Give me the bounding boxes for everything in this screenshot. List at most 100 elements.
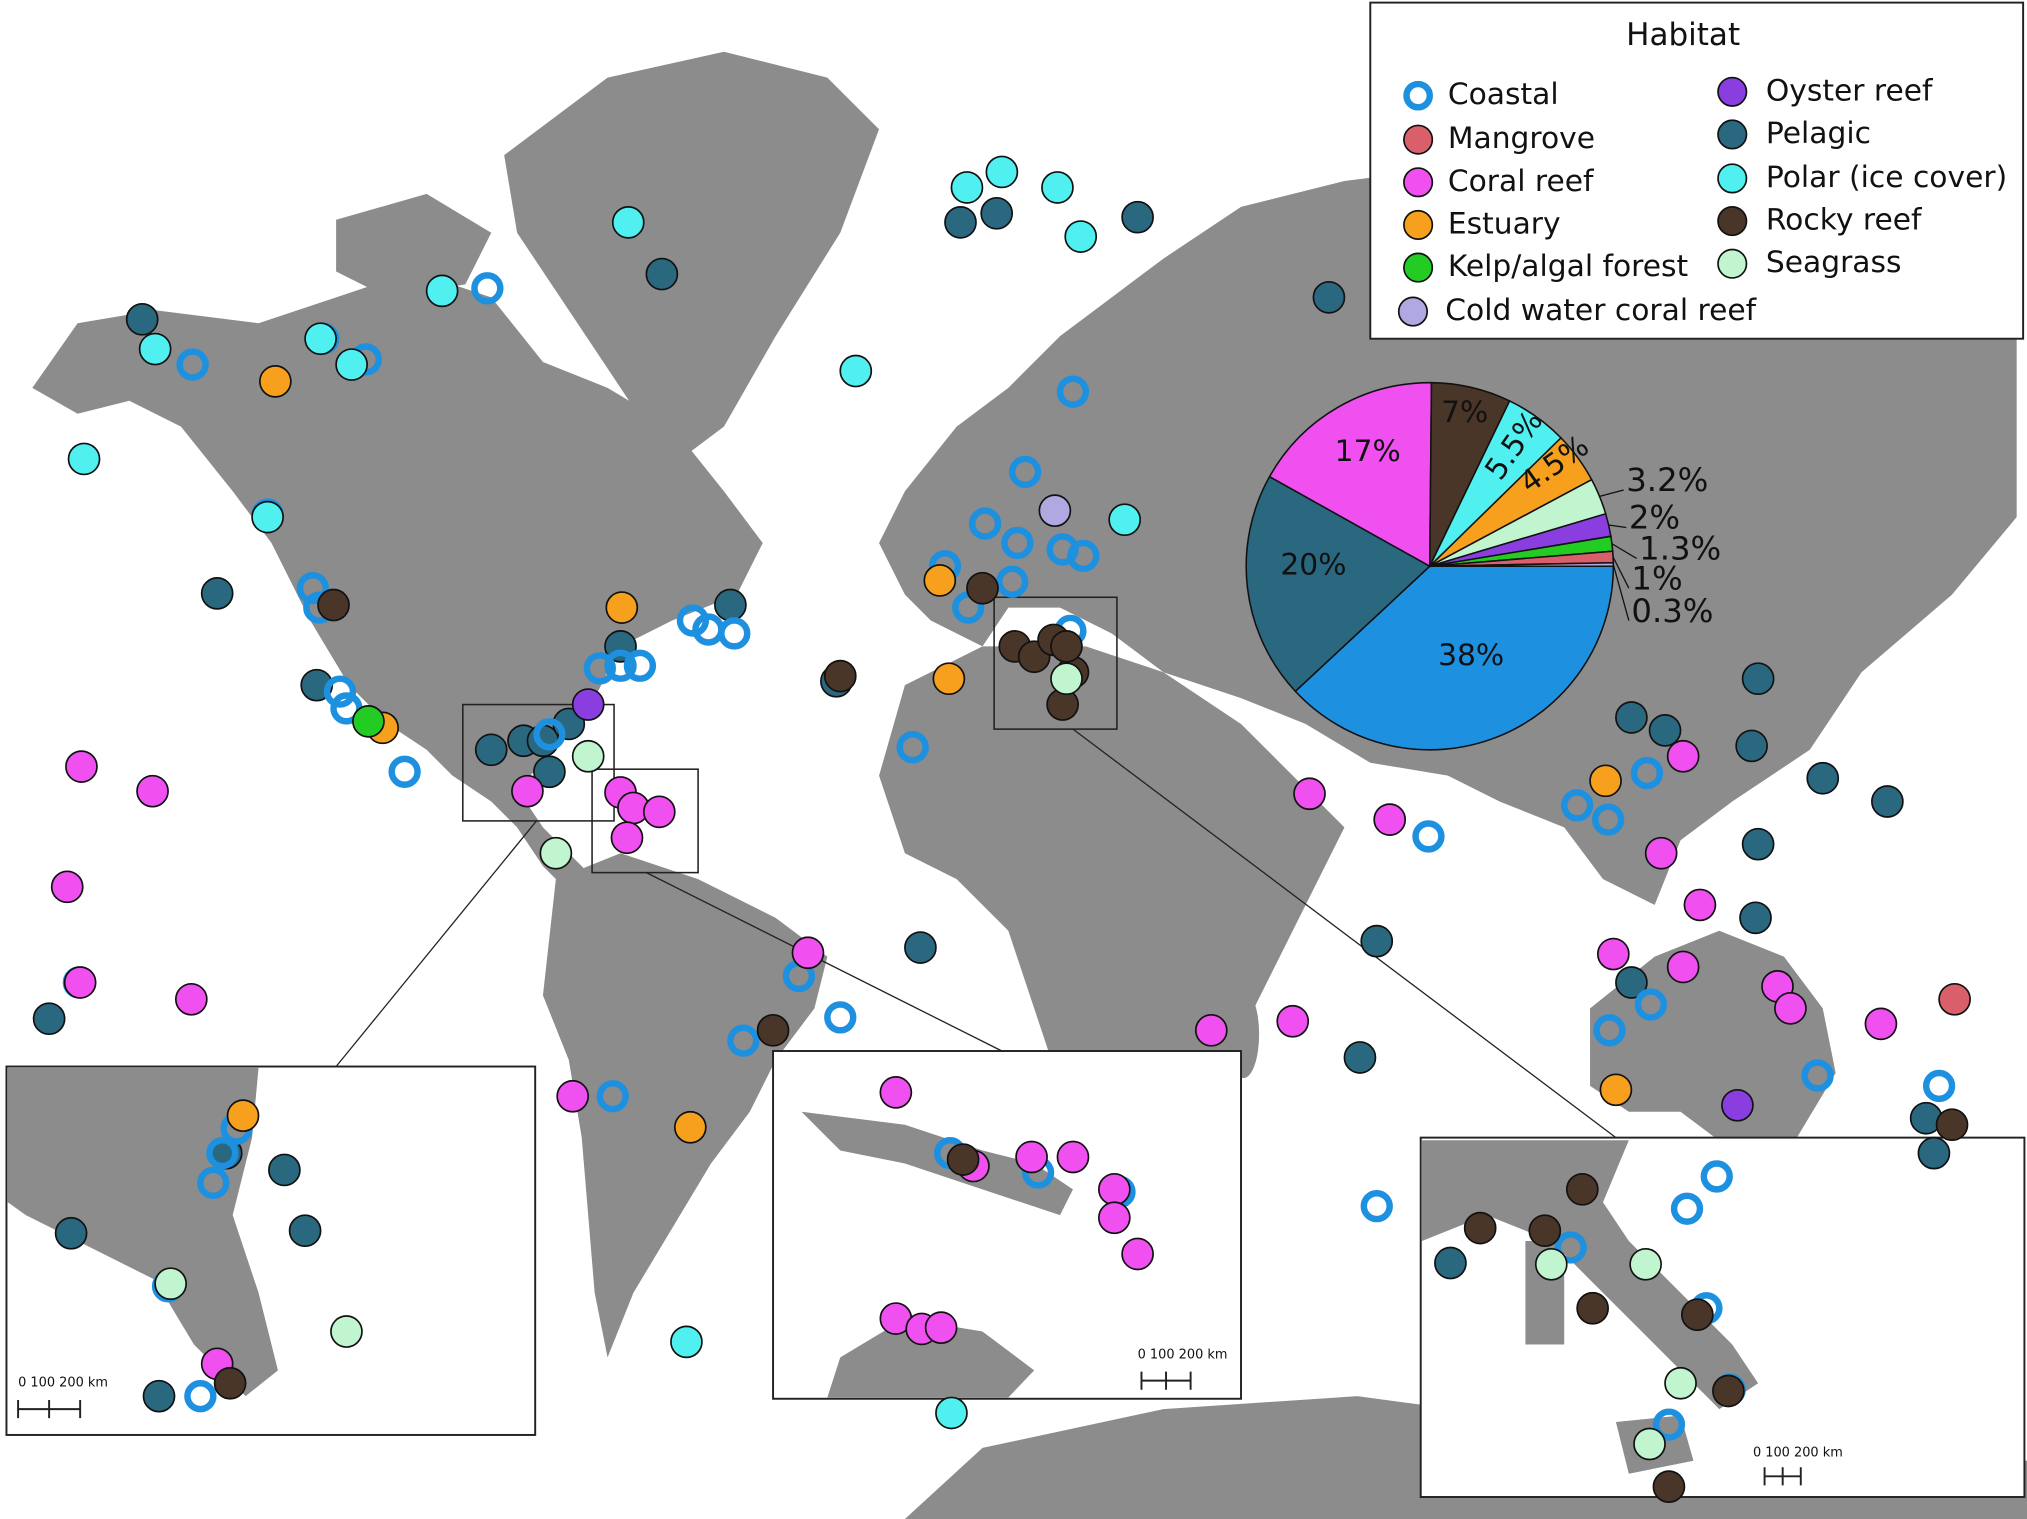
legend-label: Coral reef	[1448, 164, 1595, 199]
marker	[335, 348, 368, 381]
marker	[288, 1214, 322, 1248]
marker	[670, 1325, 703, 1359]
marker	[142, 1379, 176, 1413]
marker-coastal	[623, 649, 657, 682]
marker	[125, 302, 159, 336]
pie-slice	[1245, 475, 1432, 693]
marker-coastal	[176, 348, 209, 381]
marker	[1935, 1108, 1969, 1142]
marker	[1721, 1088, 1754, 1122]
marker	[1741, 662, 1775, 696]
marker	[1056, 1140, 1090, 1174]
marker	[946, 1143, 980, 1176]
marker	[571, 688, 605, 721]
arctic-islands	[336, 193, 492, 298]
zoom-region	[993, 596, 1118, 730]
marker	[1373, 803, 1407, 836]
pie-label: 1%	[1631, 559, 1682, 597]
legend-label: Oyster reef	[1766, 73, 1934, 108]
connector	[1072, 728, 1617, 1139]
marker-coastal	[1652, 1408, 1686, 1441]
marker	[200, 577, 234, 610]
marker	[1194, 1013, 1228, 1047]
marker-coastal	[1560, 789, 1594, 822]
marker	[932, 662, 966, 696]
legend-label: Seagrass	[1766, 245, 1902, 280]
marker	[1050, 630, 1083, 663]
marker	[138, 332, 172, 366]
marker	[533, 755, 566, 789]
marker	[1712, 1374, 1745, 1408]
pie-label: 7%	[1441, 395, 1488, 430]
marker-coastal	[1001, 526, 1034, 560]
marker	[1041, 171, 1074, 204]
marker	[1717, 163, 1748, 194]
marker	[756, 1013, 790, 1047]
marker-coastal	[1360, 1189, 1393, 1223]
marker	[54, 1216, 88, 1250]
inset-land	[801, 1111, 1073, 1398]
marker-coastal	[1700, 1160, 1733, 1193]
marker	[1343, 1041, 1377, 1074]
marker	[1599, 1073, 1633, 1107]
marker	[1741, 827, 1775, 861]
marker	[136, 774, 169, 808]
greenland	[504, 51, 880, 466]
marker	[1589, 764, 1622, 798]
marker	[1717, 119, 1748, 150]
marker	[1615, 966, 1648, 999]
marker	[174, 982, 208, 1016]
marker	[1917, 1136, 1951, 1170]
marker-coastal	[604, 649, 637, 682]
marker-coastal	[718, 617, 751, 650]
marker-coastal	[184, 1380, 217, 1413]
marker	[1666, 739, 1700, 773]
marker	[154, 1267, 187, 1301]
marker	[1015, 1140, 1048, 1174]
marker-coastal	[1412, 820, 1445, 853]
marker	[923, 564, 957, 597]
marker	[1403, 167, 1434, 198]
scale-bar	[17, 1400, 82, 1419]
marker-coastal	[1056, 375, 1090, 408]
marker	[1717, 206, 1748, 237]
marker	[1596, 937, 1630, 971]
marker	[879, 1076, 913, 1109]
pie-label: 3.2%	[1626, 461, 1708, 499]
legend-label: Estuary	[1448, 206, 1561, 241]
marker-coastal	[388, 755, 421, 788]
marker	[966, 571, 999, 605]
marker-coastal	[197, 1166, 230, 1200]
pie-label: 2%	[1629, 499, 1680, 537]
marker	[1097, 1201, 1131, 1235]
marker	[1664, 1366, 1697, 1400]
marker-coastal	[471, 272, 504, 305]
marker	[65, 750, 98, 783]
marker	[556, 1079, 590, 1113]
marker	[1534, 1247, 1568, 1281]
marker	[1360, 924, 1394, 958]
marker	[673, 1110, 707, 1144]
legend: Coastal Mangrove Coral reef Estuary Kelp/alg…	[1397, 73, 2007, 328]
marker	[425, 274, 459, 308]
marker	[645, 257, 679, 291]
zoom-region	[591, 768, 699, 874]
marker	[1403, 209, 1434, 241]
marker	[1633, 1427, 1666, 1461]
marker	[944, 206, 977, 239]
inset-caribbean	[772, 1050, 1242, 1400]
marker	[1806, 761, 1840, 795]
site-markers	[32, 155, 1971, 1504]
marker-coastal	[824, 1001, 857, 1034]
marker	[1064, 220, 1098, 253]
marker-coastal	[323, 675, 357, 708]
pie-chart: 38%20%17%7%5.5%4.5% 3.2%2%1.3%1%0.3%	[1245, 381, 1721, 751]
marker	[1644, 836, 1678, 870]
marker	[304, 322, 337, 356]
legend-label: Mangrove	[1448, 121, 1595, 156]
marker	[258, 365, 292, 398]
marker-coastal	[1922, 1069, 1956, 1103]
marker	[1683, 888, 1717, 922]
scale-bar	[1140, 1371, 1192, 1390]
